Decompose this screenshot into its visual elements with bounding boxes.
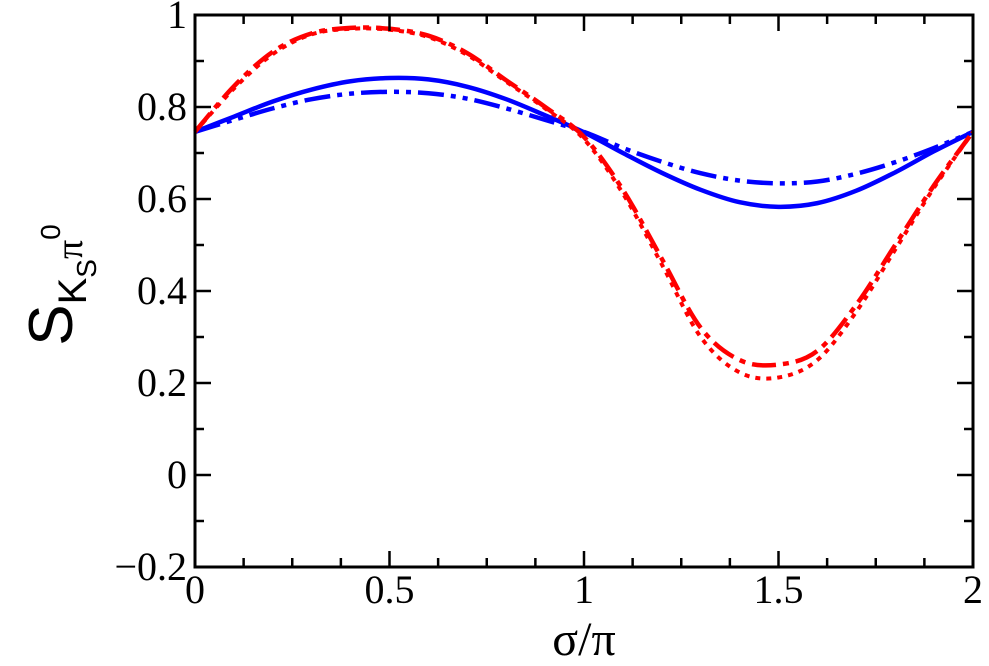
y-tick-label: 0.4	[137, 268, 187, 313]
x-tick-label: 2	[963, 567, 983, 612]
series-line-blue-dash-dot-dot	[194, 89, 974, 186]
y-label-sup: 0	[35, 224, 66, 240]
x-tick-label: 1	[574, 567, 594, 612]
series-line-red-dash-dot	[193, 25, 975, 368]
y-tick-label: 1	[167, 0, 187, 37]
y-tick-label: −0.2	[114, 544, 187, 589]
y-tick-label: 0.6	[137, 176, 187, 221]
y-axis-label: SKSπ0	[17, 224, 102, 346]
y-tick-label: 0.8	[137, 84, 187, 129]
x-tick-label: 0.5	[365, 567, 415, 612]
y-label-subsub: S	[71, 259, 102, 278]
x-axis-label: σ/π	[552, 613, 615, 661]
y-label-pi: π	[49, 240, 91, 259]
x-tick-label: 0	[185, 567, 205, 612]
x-tick-label: 1.5	[754, 567, 804, 612]
y-label-sub: K	[51, 277, 95, 304]
series-layer	[193, 25, 975, 381]
y-tick-label: 0.2	[137, 360, 187, 405]
series-line-red-dotted	[193, 26, 975, 381]
y-label-main: S	[17, 304, 86, 345]
ticks-layer	[193, 13, 975, 569]
tick-labels-layer: 0 0.5 1 1.5 2−0.200.20.40.60.81	[114, 0, 983, 612]
y-tick-label: 0	[167, 452, 187, 497]
